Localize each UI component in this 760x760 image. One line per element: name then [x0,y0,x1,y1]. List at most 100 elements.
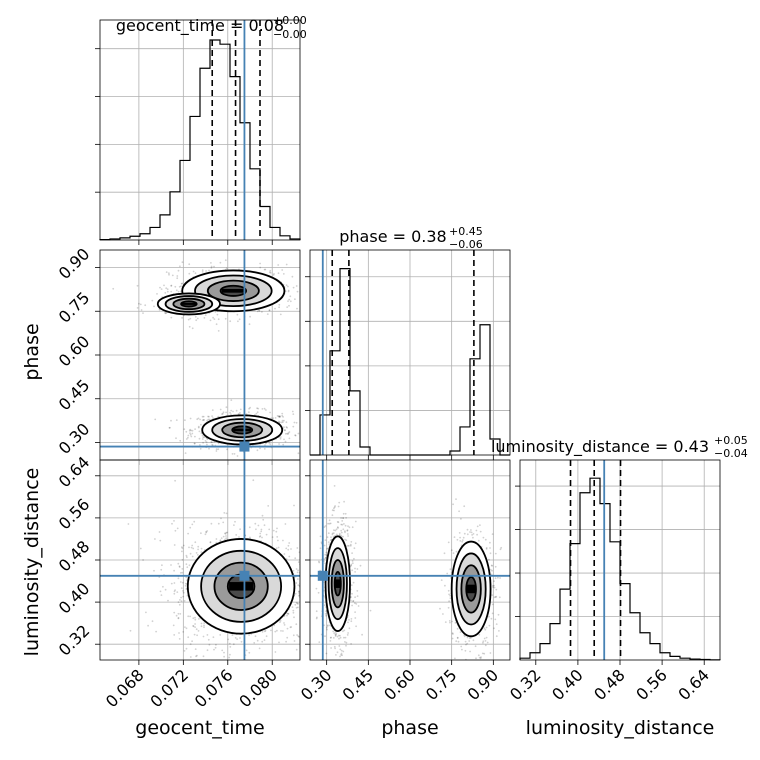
sample-point [183,650,186,652]
y-tick-label: 0.90 [55,244,94,283]
sample-point [282,273,285,275]
panel-title-geocent-time: geocent_time = 0.08 [116,16,284,36]
sample-point [170,284,173,287]
sample-point [297,432,300,435]
sample-point [316,661,318,663]
sample-point [353,547,356,550]
sample-point [324,613,327,615]
sample-point [497,613,500,616]
sample-point [204,314,207,316]
sample-point [346,533,349,535]
sample-point [473,675,475,677]
sample-point [177,612,180,615]
sample-point [190,546,193,549]
sample-point [459,540,462,542]
sample-point [303,598,305,600]
sample-point [350,541,353,543]
sample-point [262,518,265,521]
sample-point [491,533,494,535]
sample-point [165,312,168,314]
sample-point [439,607,441,610]
sample-point [492,586,495,589]
sample-point [179,599,181,601]
sample-point [189,526,192,529]
sample-point [229,320,232,323]
sample-point [175,289,178,292]
sample-point [181,547,184,550]
sample-point [198,430,201,433]
sample-point [312,592,314,594]
sample-point [469,531,471,533]
sample-point [274,651,277,653]
sample-point [288,542,291,544]
sample-point [248,407,251,410]
sample-point [200,625,203,628]
truth-lines [100,250,300,460]
sample-point [174,285,177,288]
sample-point [205,530,208,533]
sample-point [279,621,281,623]
sample-point [306,595,308,597]
sample-point [329,522,332,525]
sample-point [158,531,161,533]
sample-point [206,530,209,532]
x-tick-label: 0.60 [380,665,419,704]
sample-point [306,596,308,598]
sample-point [194,541,197,544]
sample-point [353,557,355,560]
sample-point [269,443,272,445]
sample-point [338,501,341,504]
sample-point [187,636,190,639]
sample-point [327,522,329,525]
sample-point [493,584,495,587]
sample-point [482,536,485,539]
sample-point [320,294,322,296]
x-tick-label: 0.080 [235,665,281,711]
sample-point [189,643,192,645]
sample-point [329,636,332,639]
sample-point [175,437,177,440]
sample-point [287,612,289,615]
sample-point [329,539,332,542]
sample-point [219,539,222,542]
sample-point [483,665,485,667]
sample-point [330,536,332,539]
sample-point [197,548,200,551]
sample-point [235,534,238,536]
sample-point [208,269,210,272]
quantile-lines [331,250,475,455]
sample-point [224,317,227,320]
sample-point [279,619,282,622]
sample-point [201,434,204,437]
sample-point [296,290,299,293]
sample-point [346,529,349,532]
sample-point [480,656,482,659]
sample-point [338,645,341,647]
sample-point [144,304,147,307]
sample-point [205,675,207,677]
sample-point [457,640,460,643]
sample-point [239,528,242,531]
sample-point [470,529,472,531]
sample-point [319,547,322,550]
sample-point [191,327,194,330]
sample-point [303,574,305,576]
sample-point [179,613,182,615]
sample-point [181,550,183,553]
sample-point [175,419,178,421]
sample-point [333,529,335,531]
sample-point [298,590,300,593]
sample-point [461,539,464,541]
sample-point [234,673,236,675]
sample-point [484,644,487,647]
sample-point [263,630,266,633]
sample-point [159,590,162,593]
sample-point [295,568,298,570]
sample-point [265,409,267,411]
sample-point [164,588,167,591]
sample-point [340,652,343,655]
sample-point [337,634,340,637]
sample-point [354,520,357,523]
sample-point [344,538,346,541]
sample-point [180,282,183,285]
